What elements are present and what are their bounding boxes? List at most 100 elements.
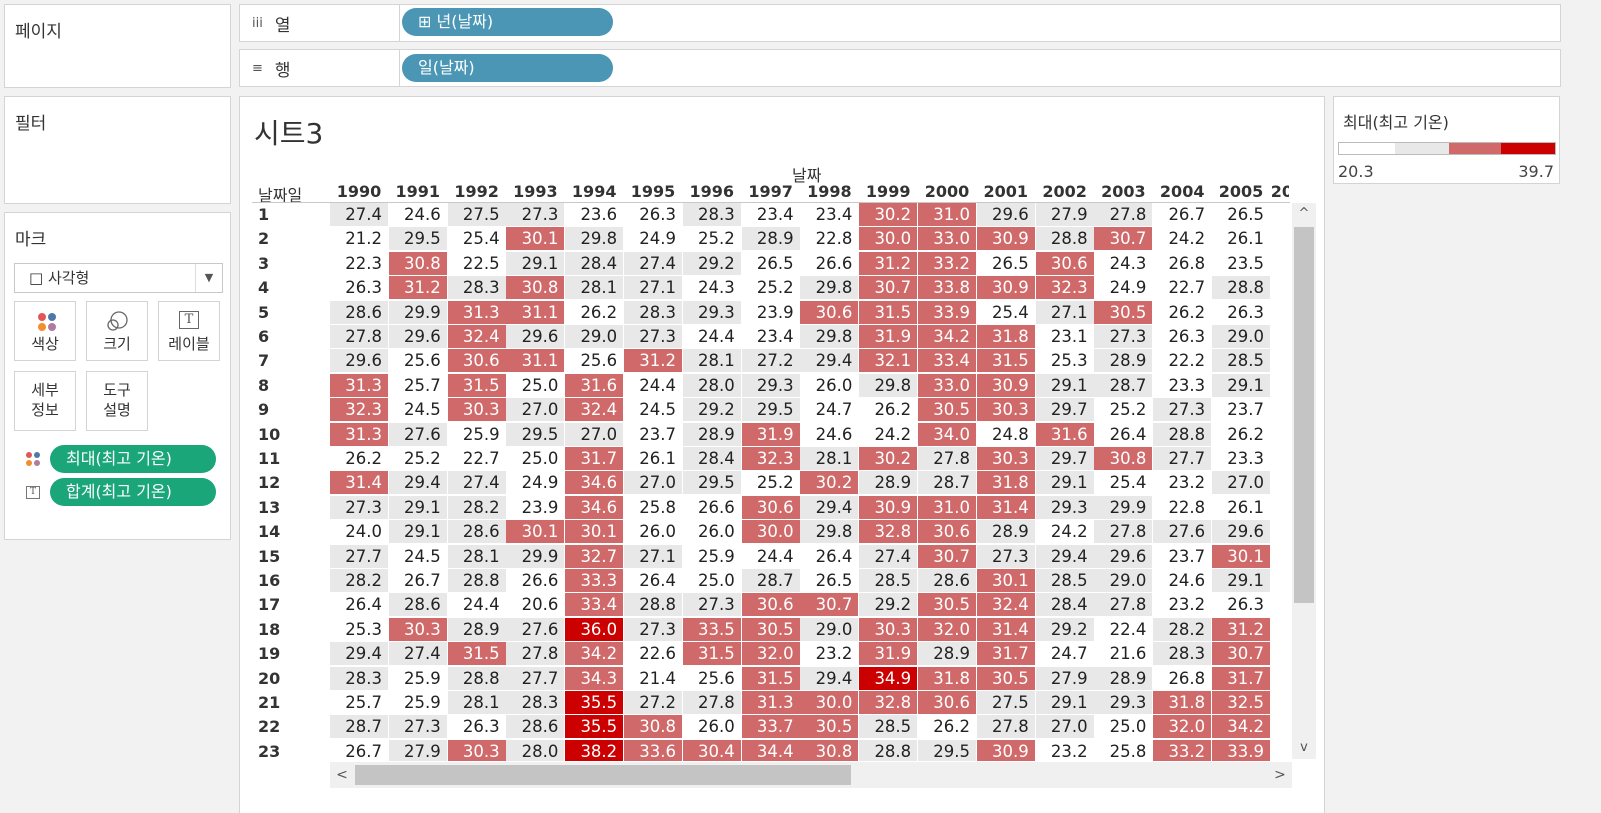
table-cell[interactable]: 33.9 <box>1212 739 1270 761</box>
table-cell[interactable]: 30.0 <box>859 227 918 251</box>
table-cell[interactable]: 35.5 <box>565 715 624 739</box>
table-cell[interactable]: 25.7 <box>330 691 388 714</box>
table-cell[interactable]: 30.5 <box>918 398 976 422</box>
table-cell[interactable]: 25.9 <box>388 666 447 690</box>
table-cell[interactable]: 29.1 <box>1212 569 1270 592</box>
table-cell[interactable]: 33.2 <box>1153 739 1212 761</box>
table-cell[interactable]: 33.4 <box>565 593 624 617</box>
table-cell[interactable]: 30.3 <box>976 398 1035 422</box>
table-cell[interactable]: 32.3 <box>741 447 800 470</box>
table-cell[interactable]: 28.5 <box>859 569 918 592</box>
table-cell[interactable]: 29.3 <box>1094 691 1153 714</box>
table-cell[interactable]: 25.0 <box>506 447 565 470</box>
table-cell[interactable]: 31.2 <box>859 251 918 275</box>
label-button[interactable]: T 레이블 <box>158 301 220 361</box>
table-cell[interactable]: 26.5 <box>1212 203 1270 226</box>
table-cell[interactable]: 28.8 <box>447 569 506 592</box>
label-field-pill[interactable]: 합계(최고 기온) <box>50 478 216 506</box>
table-cell[interactable]: 27.4 <box>859 544 918 568</box>
table-cell[interactable]: 24.6 <box>800 422 859 446</box>
table-cell[interactable]: 28.8 <box>624 593 682 617</box>
table-cell[interactable]: 28.2 <box>447 495 506 519</box>
table-cell[interactable]: 26.0 <box>800 373 859 397</box>
table-cell[interactable]: 29.2 <box>1035 617 1094 641</box>
table-cell[interactable]: 30.3 <box>447 739 506 761</box>
table-cell[interactable]: 25.2 <box>682 227 741 251</box>
table-cell[interactable]: 28.6 <box>506 715 565 739</box>
table-cell[interactable]: 24.4 <box>682 325 741 348</box>
table-cell[interactable]: 27.8 <box>976 715 1035 739</box>
table-cell[interactable]: 32.0 <box>741 642 800 666</box>
table-cell[interactable]: 25.2 <box>741 276 800 300</box>
table-cell[interactable]: 27.1 <box>1035 300 1094 324</box>
table-cell[interactable]: 29.0 <box>1094 569 1153 592</box>
table-cell[interactable]: 21.4 <box>624 666 682 690</box>
table-cell[interactable]: 25.0 <box>506 373 565 397</box>
table-cell[interactable]: 24.5 <box>388 544 447 568</box>
table-cell[interactable]: 26.3 <box>1212 593 1270 617</box>
table-cell[interactable]: 27.3 <box>1153 398 1212 422</box>
table-cell[interactable]: 31.5 <box>682 642 741 666</box>
table-cell[interactable]: 27.3 <box>624 325 682 348</box>
table-cell[interactable]: 29.3 <box>1035 495 1094 519</box>
table-cell[interactable]: 26.5 <box>976 251 1035 275</box>
table-cell[interactable]: 26.6 <box>682 495 741 519</box>
table-cell[interactable]: 30.9 <box>976 276 1035 300</box>
table-cell[interactable]: 28.5 <box>1212 349 1270 373</box>
table-cell[interactable]: 27.3 <box>682 593 741 617</box>
table-cell[interactable]: 28.3 <box>447 276 506 300</box>
table-cell[interactable]: 25.6 <box>565 349 624 373</box>
table-cell[interactable]: 26.2 <box>918 715 976 739</box>
color-legend[interactable]: 최대(최고 기온) 20.3 39.7 <box>1333 96 1560 184</box>
table-cell[interactable]: 28.3 <box>1153 642 1212 666</box>
table-cell[interactable]: 34.9 <box>859 666 918 690</box>
table-cell[interactable]: 29.8 <box>800 325 859 348</box>
table-cell[interactable]: 30.5 <box>800 715 859 739</box>
table-cell[interactable]: 22.8 <box>1153 495 1212 519</box>
table-cell[interactable]: 31.4 <box>976 617 1035 641</box>
table-cell[interactable]: 32.8 <box>859 691 918 714</box>
table-cell[interactable]: 28.1 <box>447 691 506 714</box>
table-cell[interactable]: 29.3 <box>741 373 800 397</box>
table-cell[interactable]: 28.8 <box>859 739 918 761</box>
table-cell[interactable]: 29.2 <box>682 251 741 275</box>
table-cell[interactable]: 28.9 <box>1094 349 1153 373</box>
table-cell[interactable]: 25.9 <box>447 422 506 446</box>
table-cell[interactable]: 28.3 <box>506 691 565 714</box>
table-cell[interactable]: 22.8 <box>800 227 859 251</box>
table-cell[interactable]: 24.0 <box>330 520 388 544</box>
table-cell[interactable]: 28.1 <box>682 349 741 373</box>
table-cell[interactable]: 32.5 <box>1212 691 1270 714</box>
table-cell[interactable]: 30.7 <box>800 593 859 617</box>
table-cell[interactable]: 24.5 <box>624 398 682 422</box>
table-cell[interactable]: 28.1 <box>447 544 506 568</box>
table-cell[interactable]: 28.6 <box>330 300 388 324</box>
table-cell[interactable]: 26.3 <box>1212 300 1270 324</box>
table-cell[interactable]: 26.3 <box>624 203 682 226</box>
table-cell[interactable]: 29.5 <box>741 398 800 422</box>
table-cell[interactable]: 22.5 <box>447 251 506 275</box>
table-cell[interactable]: 27.8 <box>682 691 741 714</box>
table-cell[interactable]: 29.2 <box>859 593 918 617</box>
table-cell[interactable]: 31.7 <box>976 642 1035 666</box>
table-cell[interactable]: 29.4 <box>800 495 859 519</box>
table-cell[interactable]: 28.6 <box>447 520 506 544</box>
table-cell[interactable]: 28.7 <box>1094 373 1153 397</box>
table-cell[interactable]: 29.8 <box>565 227 624 251</box>
table-cell[interactable]: 31.1 <box>506 349 565 373</box>
table-cell[interactable]: 24.2 <box>1153 227 1212 251</box>
table-cell[interactable]: 29.5 <box>918 739 976 761</box>
table-cell[interactable]: 31.7 <box>1212 666 1270 690</box>
table-cell[interactable]: 28.9 <box>741 227 800 251</box>
table-cell[interactable]: 28.1 <box>565 276 624 300</box>
table-cell[interactable]: 30.2 <box>800 471 859 495</box>
table-cell[interactable]: 29.0 <box>565 325 624 348</box>
table-cell[interactable]: 29.0 <box>800 617 859 641</box>
table-cell[interactable]: 24.4 <box>447 593 506 617</box>
table-cell[interactable]: 25.6 <box>682 666 741 690</box>
table-cell[interactable]: 26.4 <box>330 593 388 617</box>
table-cell[interactable]: 26.5 <box>741 251 800 275</box>
table-cell[interactable]: 24.8 <box>976 422 1035 446</box>
table-cell[interactable]: 25.4 <box>447 227 506 251</box>
table-cell[interactable]: 31.0 <box>918 495 976 519</box>
